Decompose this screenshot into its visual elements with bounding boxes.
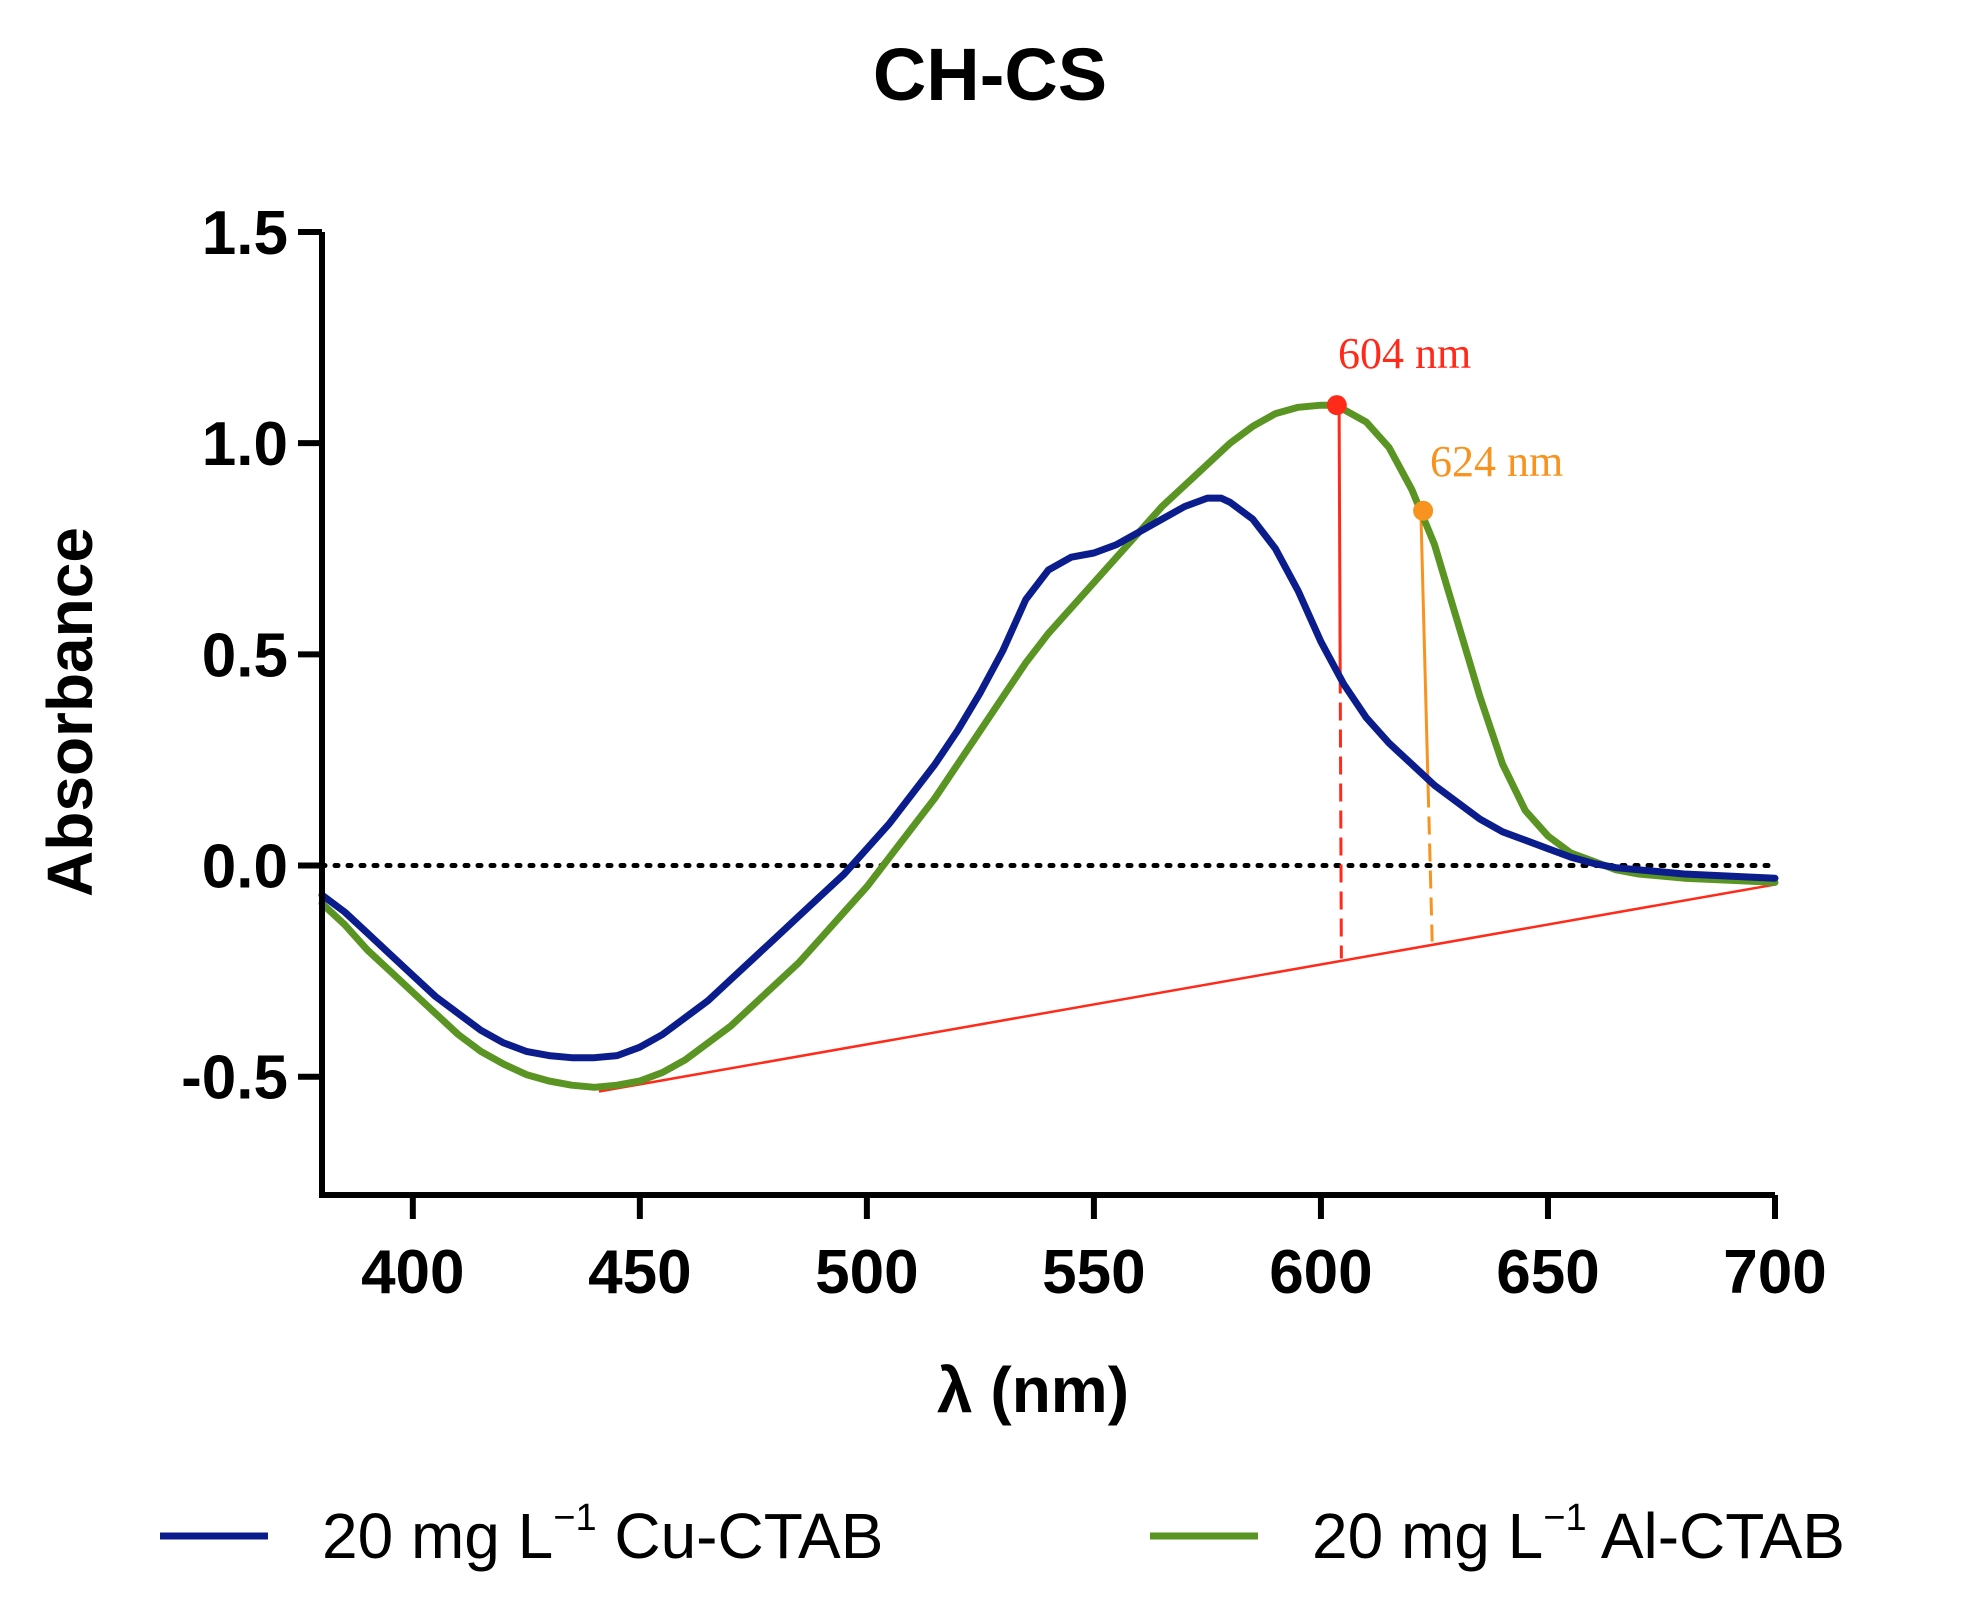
y-tick-label-3: 1.0 (202, 410, 288, 479)
axes-layer (319, 232, 1775, 1198)
x-tick-label-450: 450 (588, 1238, 691, 1307)
y-axis-label: Absorbance (34, 527, 106, 897)
x-tick-label-650: 650 (1496, 1238, 1599, 1307)
x-tick-label-550: 550 (1042, 1238, 1145, 1307)
legend-label-al-prefix: 20 mg L (1312, 1500, 1543, 1572)
baseline-layer (598, 883, 1776, 1093)
peak-marker-0 (1326, 395, 1347, 416)
chart-title: CH-CS (873, 33, 1107, 116)
peak-marker-1 (1413, 500, 1434, 521)
series-line-cu (318, 494, 1779, 1062)
legend-label-al: 20 mg L−1 Al-CTAB (1312, 1497, 1845, 1572)
legend-label-al-sup: −1 (1543, 1497, 1586, 1539)
legend-label-cu-sup: −1 (553, 1497, 596, 1539)
legend-label-al-suffix: Al-CTAB (1587, 1500, 1845, 1572)
peak-lines-layer (1337, 405, 1434, 959)
x-tick-label-600: 600 (1269, 1238, 1372, 1307)
peak-label-604: 604 nm (1338, 329, 1471, 378)
series-line-al (318, 401, 1779, 1091)
series-layer (318, 401, 1779, 1091)
legend-label-cu: 20 mg L−1 Cu-CTAB (322, 1497, 883, 1572)
peak-line-dashed-0 (1338, 675, 1343, 959)
y-tick-label-2: 0.5 (202, 621, 288, 690)
legend-label-cu-prefix: 20 mg L (322, 1500, 553, 1572)
x-tick-label-500: 500 (815, 1238, 918, 1307)
peak-line-solid-1 (1419, 510, 1430, 790)
legend-label-cu-suffix: Cu-CTAB (597, 1500, 884, 1572)
peak-markers-layer (1326, 395, 1434, 521)
legend: 20 mg L−1 Cu-CTAB 20 mg L−1 Al-CTAB (160, 1497, 1845, 1572)
peak-line-solid-0 (1337, 405, 1342, 676)
x-ticks-layer: 400 450 500 550 600 650 700 (361, 1195, 1827, 1307)
x-axis-label: λ (nm) (937, 1354, 1129, 1426)
y-tick-label-0: -0.5 (181, 1044, 288, 1113)
peak-label-624: 624 nm (1430, 437, 1563, 486)
x-tick-label-700: 700 (1723, 1238, 1826, 1307)
baseline-line (598, 883, 1776, 1093)
x-tick-label-400: 400 (361, 1238, 464, 1307)
y-ticks-layer: -0.5 0.0 0.5 1.0 1.5 (181, 199, 322, 1113)
y-tick-label-1: 0.0 (202, 833, 288, 902)
y-tick-label-4: 1.5 (202, 199, 288, 268)
